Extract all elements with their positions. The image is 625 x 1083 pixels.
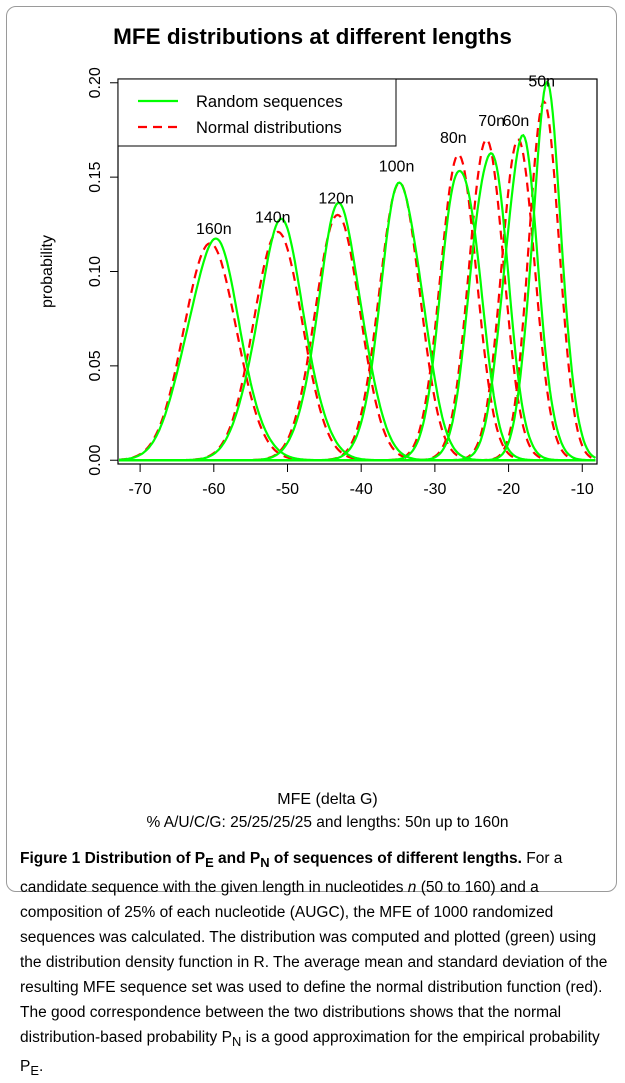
chart-title: MFE distributions at different lengths bbox=[113, 24, 512, 49]
x-tick-label: -70 bbox=[129, 481, 152, 498]
x-tick-label: -40 bbox=[350, 481, 373, 498]
figure-frame bbox=[6, 6, 617, 892]
peak-label-120n: 120n bbox=[318, 191, 354, 208]
random-curve-50n bbox=[119, 80, 596, 462]
legend-label-normal: Normal distributions bbox=[196, 119, 342, 137]
y-tick-label: 0.10 bbox=[87, 256, 104, 287]
peak-label-80n: 80n bbox=[440, 130, 467, 147]
peak-label-50n: 50n bbox=[528, 74, 555, 91]
figure-caption: Figure 1 Distribution of PE and PN of se… bbox=[20, 846, 610, 1083]
peak-label-140n: 140n bbox=[255, 209, 291, 226]
x-tick-label: -10 bbox=[571, 481, 594, 498]
x-tick-label: -50 bbox=[276, 481, 299, 498]
x-tick-label: -20 bbox=[497, 481, 520, 498]
legend bbox=[117, 78, 397, 147]
chart-subtitle: % A/U/C/G: 25/25/25/25 and lengths: 50n … bbox=[146, 814, 509, 831]
peak-label-60n: 60n bbox=[503, 113, 530, 130]
y-tick-label: 0.05 bbox=[87, 350, 104, 381]
x-tick-label: -60 bbox=[202, 481, 225, 498]
peak-label-100n: 100n bbox=[379, 158, 415, 175]
y-axis-label: probability bbox=[39, 235, 56, 308]
y-tick-label: 0.20 bbox=[87, 67, 104, 98]
caption-body: For a candidate sequence with the given … bbox=[20, 850, 608, 1079]
legend-label-random: Random sequences bbox=[196, 93, 343, 111]
peak-label-160n: 160n bbox=[196, 221, 232, 238]
y-tick-label: 0.15 bbox=[87, 161, 104, 192]
x-tick-label: -30 bbox=[423, 481, 446, 498]
x-axis-label: MFE (delta G) bbox=[277, 791, 378, 808]
mfe-chart: -70 -60 -50 -40 -30 -20 -10 0.00 0.05 0.10 0.15 0.2… bbox=[39, 67, 598, 498]
random-curve-70n bbox=[119, 152, 596, 462]
peak-label-70n: 70n bbox=[478, 113, 505, 130]
caption-title: Figure 1 Distribution of PE and PN of se… bbox=[20, 850, 522, 871]
y-tick-label: 0.00 bbox=[87, 445, 104, 476]
